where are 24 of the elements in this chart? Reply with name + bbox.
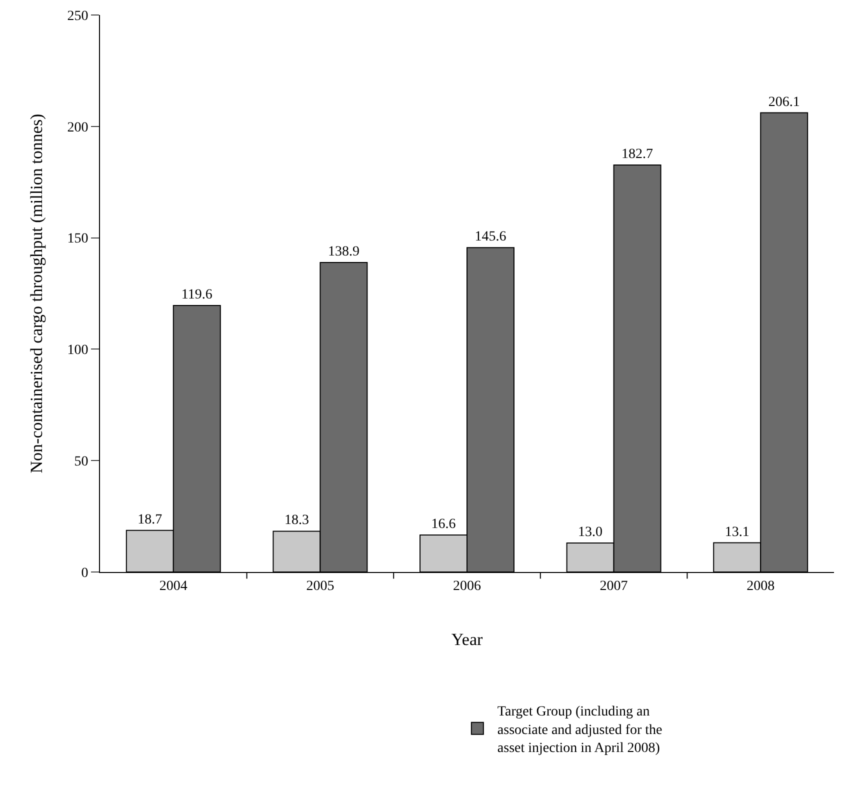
y-tick-label: 0 <box>81 566 88 581</box>
x-tick-label: 2007 <box>600 578 628 594</box>
data-label: 145.6 <box>474 230 506 245</box>
y-tick-label: 100 <box>67 343 88 358</box>
data-label: 13.1 <box>724 524 750 540</box>
x-tick-label: 2005 <box>306 578 334 594</box>
x-tick-label: 2008 <box>746 578 775 594</box>
data-label: 18.3 <box>284 513 309 528</box>
data-label: 16.6 <box>431 517 456 532</box>
data-label: 138.9 <box>328 244 360 260</box>
data-label: 206.1 <box>768 94 800 110</box>
y-axis-title: Non-containerised cargo throughput (million tonnes) <box>26 114 46 474</box>
y-tick-label: 200 <box>67 120 88 136</box>
y-tick-label: 50 <box>74 454 88 470</box>
y-tick-label: 150 <box>67 232 88 247</box>
data-label: 18.7 <box>138 512 162 528</box>
legend-label: Target Group (including an associate and adjusted for the asset injection in April 2008) <box>497 704 662 756</box>
x-tick-label: 2006 <box>453 578 481 594</box>
x-axis-title: Year <box>451 630 483 650</box>
data-label: 182.7 <box>622 146 654 162</box>
x-tick-label: 2004 <box>159 578 188 594</box>
data-label: 119.6 <box>181 288 212 303</box>
data-label: 13.0 <box>578 525 603 540</box>
y-tick-label: 250 <box>67 8 88 24</box>
